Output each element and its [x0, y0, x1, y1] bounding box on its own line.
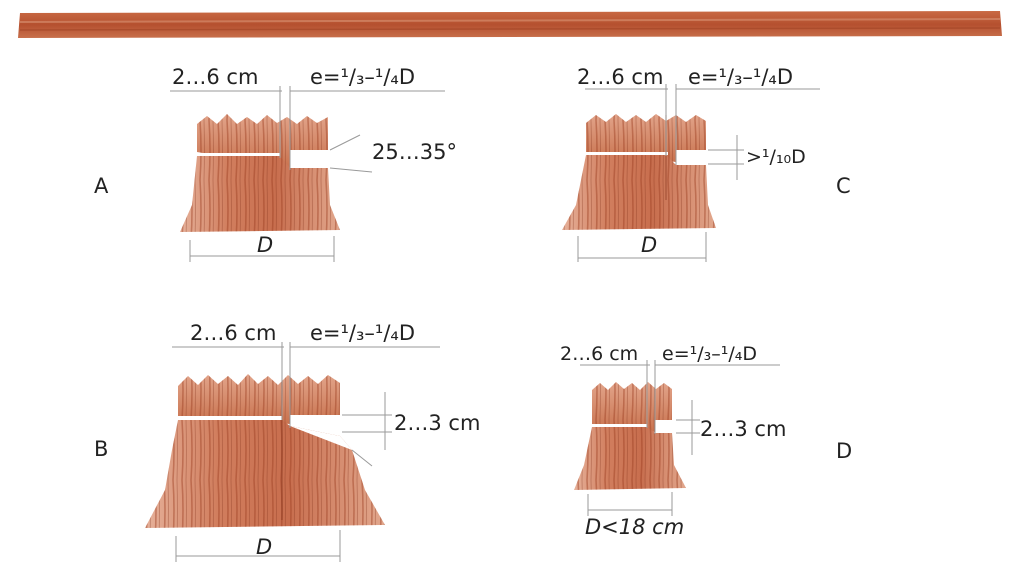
panel-a-right-dim: e=¹/₃–¹/₄D	[310, 65, 415, 89]
panel-c: C 2…6 cm e=¹/₃–¹/₄D >¹/₁₀D D	[562, 65, 851, 262]
letter-c: C	[836, 174, 851, 198]
letter-a: A	[94, 174, 109, 198]
panel-d-side-dim: 2…3 cm	[700, 417, 786, 441]
stump-c	[562, 114, 716, 230]
panel-b-left-dim: 2…6 cm	[190, 321, 276, 345]
panel-b: B 2…6 cm e=¹/₃–¹/₄D 2…3 cm D	[94, 321, 480, 562]
panel-d-diameter: D<18 cm	[585, 515, 684, 539]
panel-b-right-dim: e=¹/₃–¹/₄D	[310, 321, 415, 345]
panel-d-left-dim: 2…6 cm	[560, 343, 638, 365]
stump-b	[145, 374, 385, 528]
dimension-lines-b	[172, 342, 440, 562]
panel-a-diameter: D	[257, 233, 273, 257]
panel-a-angle-dim: 25…35°	[372, 140, 457, 164]
panel-c-side-dim: >¹/₁₀D	[746, 146, 806, 168]
panel-d: D 2…6 cm e=¹/₃–¹/₄D 2…3 cm D<18 cm	[560, 343, 852, 539]
top-bark-band	[18, 11, 1002, 38]
panel-d-right-dim: e=¹/₃–¹/₄D	[662, 343, 757, 365]
stump-d	[574, 382, 686, 490]
dimension-lines-c	[577, 84, 820, 262]
panel-a: A 2…6 cm e=¹/₃–¹/₄D 25…35° D	[94, 65, 457, 262]
panel-c-diameter: D	[641, 233, 657, 257]
stump-a	[180, 114, 340, 232]
panel-a-left-dim: 2…6 cm	[172, 65, 258, 89]
dimension-lines-d	[580, 360, 780, 516]
panel-c-left-dim: 2…6 cm	[577, 65, 663, 89]
panel-c-right-dim: e=¹/₃–¹/₄D	[688, 65, 793, 89]
letter-b: B	[94, 437, 108, 461]
panel-b-side-dim: 2…3 cm	[394, 411, 480, 435]
letter-d: D	[836, 439, 852, 463]
dimension-lines-a	[170, 86, 445, 262]
panel-b-diameter: D	[256, 535, 272, 559]
